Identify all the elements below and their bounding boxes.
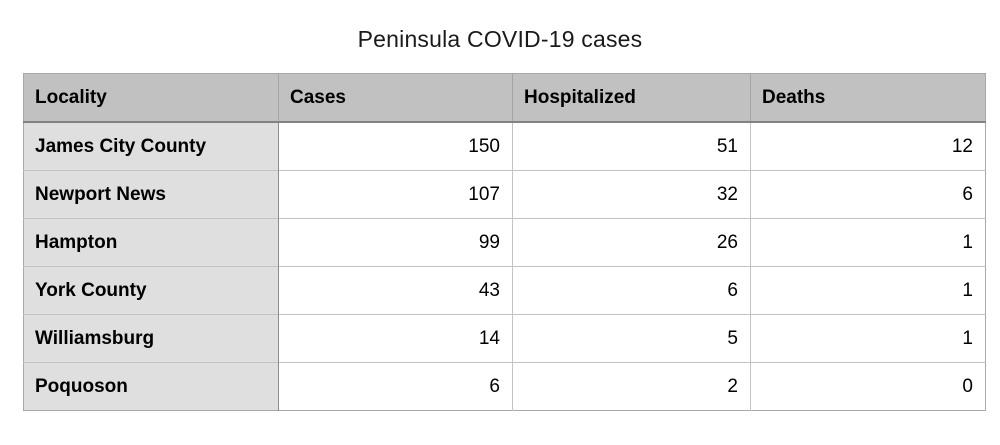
row-label: Poquoson <box>23 362 279 411</box>
cases-cell: 14 <box>278 314 513 363</box>
header-row: Locality Cases Hospitalized Deaths <box>23 73 986 123</box>
row-label: York County <box>23 266 279 315</box>
table-row: Poquoson 6 2 0 <box>23 362 986 411</box>
hospitalized-cell: 26 <box>512 218 751 267</box>
deaths-cell: 1 <box>750 314 986 363</box>
row-label: Newport News <box>23 170 279 219</box>
row-label: Williamsburg <box>23 314 279 363</box>
cases-cell: 107 <box>278 170 513 219</box>
hospitalized-cell: 32 <box>512 170 751 219</box>
table-row: York County 43 6 1 <box>23 266 986 315</box>
row-label: James City County <box>23 122 279 171</box>
covid-cases-table: Locality Cases Hospitalized Deaths James… <box>23 73 986 411</box>
table-row: Hampton 99 26 1 <box>23 218 986 267</box>
column-header-locality: Locality <box>23 73 279 123</box>
cases-cell: 6 <box>278 362 513 411</box>
hospitalized-cell: 6 <box>512 266 751 315</box>
deaths-cell: 1 <box>750 266 986 315</box>
column-header-cases: Cases <box>278 73 513 123</box>
deaths-cell: 12 <box>750 122 986 171</box>
cases-cell: 43 <box>278 266 513 315</box>
deaths-cell: 0 <box>750 362 986 411</box>
deaths-cell: 1 <box>750 218 986 267</box>
page-title: Peninsula COVID-19 cases <box>357 26 643 52</box>
column-header-hospitalized: Hospitalized <box>512 73 751 123</box>
deaths-cell: 6 <box>750 170 986 219</box>
table-row: James City County 150 51 12 <box>23 122 986 171</box>
row-label: Hampton <box>23 218 279 267</box>
table-row: Williamsburg 14 5 1 <box>23 314 986 363</box>
cases-cell: 150 <box>278 122 513 171</box>
hospitalized-cell: 51 <box>512 122 751 171</box>
cases-cell: 99 <box>278 218 513 267</box>
table-row: Newport News 107 32 6 <box>23 170 986 219</box>
column-header-deaths: Deaths <box>750 73 986 123</box>
hospitalized-cell: 5 <box>512 314 751 363</box>
hospitalized-cell: 2 <box>512 362 751 411</box>
